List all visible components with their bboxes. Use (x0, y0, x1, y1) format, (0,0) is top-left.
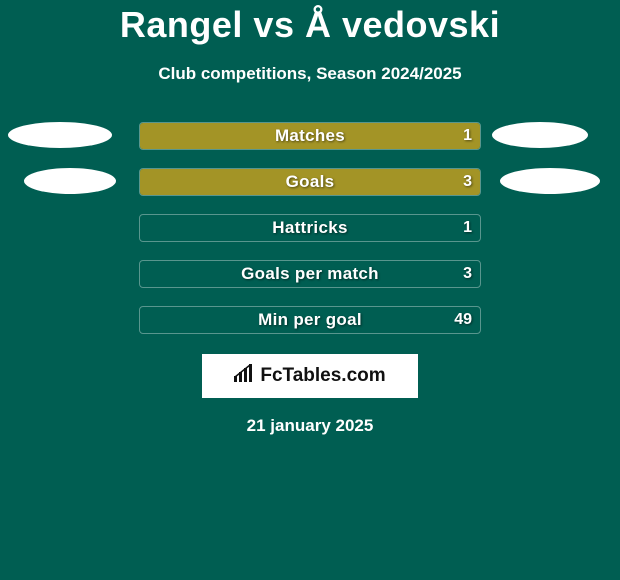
bar-wrap: Goals per match3 (139, 260, 481, 288)
compare-row: Min per goal49 (0, 306, 620, 334)
bar-value-right: 1 (463, 215, 472, 241)
bar-wrap: Goals3 (139, 168, 481, 196)
bar-wrap: Min per goal49 (139, 306, 481, 334)
bar-label: Goals (140, 169, 480, 195)
subtitle: Club competitions, Season 2024/2025 (0, 64, 620, 84)
bar-label: Matches (140, 123, 480, 149)
bars-icon (234, 364, 256, 388)
bar-label: Hattricks (140, 215, 480, 241)
bar-label: Min per goal (140, 307, 480, 333)
logo-text: FcTables.com (260, 365, 385, 387)
compare-chart: Matches1Goals3Hattricks1Goals per match3… (0, 122, 620, 334)
date-label: 21 january 2025 (0, 416, 620, 436)
page-title: Rangel vs Å vedovski (0, 0, 620, 46)
bar-value-right: 3 (463, 169, 472, 195)
bar-value-right: 1 (463, 123, 472, 149)
bar-value-right: 3 (463, 261, 472, 287)
logo: FcTables.com (234, 364, 385, 388)
bar-wrap: Hattricks1 (139, 214, 481, 242)
compare-row: Goals3 (0, 168, 620, 196)
bar-wrap: Matches1 (139, 122, 481, 150)
bar-label: Goals per match (140, 261, 480, 287)
compare-row: Hattricks1 (0, 214, 620, 242)
bar-value-right: 49 (454, 307, 472, 333)
logo-box: FcTables.com (202, 354, 418, 398)
compare-row: Matches1 (0, 122, 620, 150)
compare-row: Goals per match3 (0, 260, 620, 288)
